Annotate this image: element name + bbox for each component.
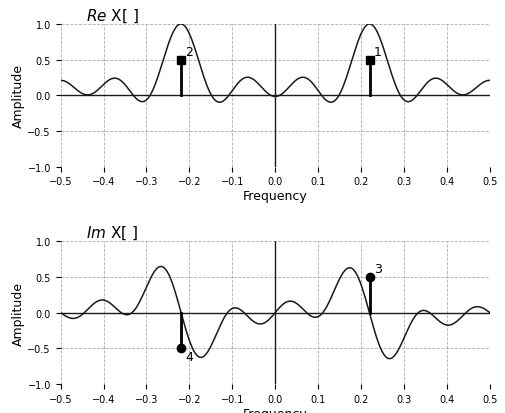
Y-axis label: Amplitude: Amplitude xyxy=(12,281,25,345)
Text: 4: 4 xyxy=(185,350,193,363)
Text: $\it{Im}$ X[ ]: $\it{Im}$ X[ ] xyxy=(86,224,138,242)
Y-axis label: Amplitude: Amplitude xyxy=(12,64,25,128)
Text: 2: 2 xyxy=(185,45,193,58)
Text: $\it{Re}$ X[ ]: $\it{Re}$ X[ ] xyxy=(86,7,139,25)
X-axis label: Frequency: Frequency xyxy=(243,406,308,413)
X-axis label: Frequency: Frequency xyxy=(243,190,308,203)
Text: 3: 3 xyxy=(374,262,382,275)
Text: 1: 1 xyxy=(374,45,382,58)
